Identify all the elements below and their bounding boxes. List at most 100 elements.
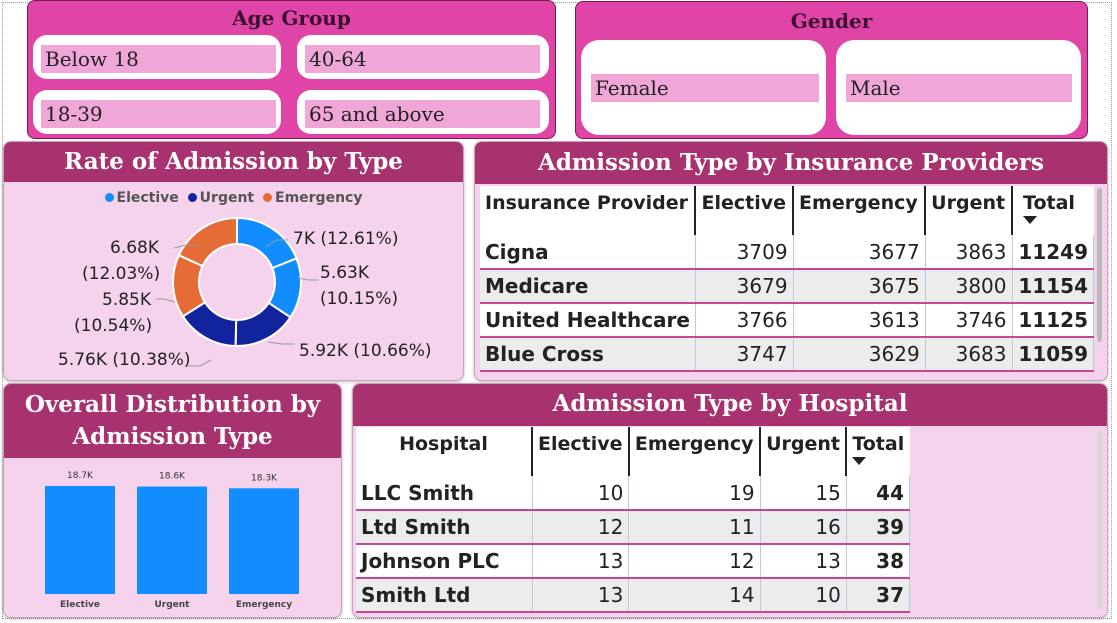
column-header-emergency[interactable]: Emergency xyxy=(628,427,762,476)
bar-category-label: Emergency xyxy=(236,600,292,610)
age-option-below-18[interactable]: Below 18 xyxy=(33,35,281,79)
gender-option-female[interactable]: Female xyxy=(581,40,826,135)
elective-value: 3747 xyxy=(695,337,794,372)
legend-item-elective[interactable]: Elective xyxy=(104,190,179,206)
column-header-hospital[interactable]: Hospital xyxy=(356,427,533,476)
column-header-elective[interactable]: Elective xyxy=(695,186,795,235)
overall-distribution-title-line2: Admission Type xyxy=(72,423,273,450)
gender-option-label: Female xyxy=(591,74,819,102)
emergency-value: 3613 xyxy=(793,303,926,338)
gender-slicer: Gender Female Male xyxy=(575,1,1088,139)
bar-data-label: 18.3K xyxy=(251,473,278,483)
emergency-value: 19 xyxy=(628,476,761,511)
donut-label: (12.03%) xyxy=(82,264,161,284)
column-header-urgent[interactable]: Urgent xyxy=(925,186,1014,235)
bar-data-label: 18.7K xyxy=(67,471,94,481)
urgent-value: 3683 xyxy=(925,337,1013,372)
legend-item-urgent[interactable]: Urgent xyxy=(187,190,255,206)
column-header-total[interactable]: Total xyxy=(846,427,909,476)
table-row[interactable]: Johnson PLC 13 12 13 38 xyxy=(356,544,911,579)
rate-of-admission-visual: Rate of Admission by Type Elective Urgen… xyxy=(3,141,464,381)
age-option-label: 40-64 xyxy=(305,45,540,73)
hospital-name: Johnson PLC xyxy=(356,544,533,579)
age-option-18-39[interactable]: 18-39 xyxy=(33,90,281,134)
total-value: 37 xyxy=(846,578,911,613)
elective-value: 3766 xyxy=(695,303,794,338)
urgent-value: 16 xyxy=(760,510,847,545)
bar-chart: 18.7K Elective 18.6K Urgent 18.3K Emergency xyxy=(45,471,299,610)
emergency-value: 12 xyxy=(628,544,761,579)
elective-value: 12 xyxy=(532,510,630,545)
hospital-name: Ltd Smith xyxy=(356,510,533,545)
total-value: 39 xyxy=(846,510,911,545)
table-row[interactable]: Ltd Smith 12 11 16 39 xyxy=(356,510,911,545)
gender-option-male[interactable]: Male xyxy=(836,40,1081,135)
sort-descending-icon[interactable] xyxy=(852,457,867,465)
column-header-urgent[interactable]: Urgent xyxy=(760,427,848,476)
hospital-name: Smith Ltd xyxy=(356,578,533,613)
gender-option-label: Male xyxy=(846,74,1072,102)
column-header-total[interactable]: Total xyxy=(1012,186,1093,235)
insurance-providers-title: Admission Type by Insurance Providers xyxy=(475,142,1107,184)
column-header-emergency[interactable]: Emergency xyxy=(793,186,927,235)
legend-label: Emergency xyxy=(275,190,363,206)
legend-label: Urgent xyxy=(199,190,255,206)
urgent-value: 3746 xyxy=(925,303,1013,338)
insurance-table-scrollbar[interactable] xyxy=(1097,188,1102,342)
bar-urgent[interactable] xyxy=(137,486,207,594)
age-option-40-64[interactable]: 40-64 xyxy=(297,35,549,79)
table-row[interactable]: Cigna 3709 3677 3863 11249 xyxy=(480,235,1095,270)
age-group-title: Age Group xyxy=(232,6,351,30)
hospital-visual: Admission Type by Hospital Hospital Elec… xyxy=(352,383,1108,618)
age-option-label: 65 and above xyxy=(305,100,540,128)
total-value: 38 xyxy=(846,544,911,579)
provider-name: United Healthcare xyxy=(480,303,696,338)
column-header-elective[interactable]: Elective xyxy=(532,427,630,476)
donut-label: 5.85K xyxy=(102,290,151,310)
donut-slice[interactable] xyxy=(236,216,298,270)
donut-label: (10.15%) xyxy=(320,289,399,309)
total-value: 11059 xyxy=(1012,337,1095,372)
hospital-table-scrollbar[interactable] xyxy=(1097,430,1102,610)
table-row[interactable]: LLC Smith 10 19 15 44 xyxy=(356,476,911,511)
legend-dot-icon xyxy=(263,193,272,202)
elective-value: 13 xyxy=(532,578,630,613)
urgent-value: 13 xyxy=(760,544,847,579)
overall-distribution-visual: Overall Distribution by Admission Type 1… xyxy=(3,383,342,618)
overall-distribution-title-line1: Overall Distribution by xyxy=(24,391,321,418)
bar-category-label: Elective xyxy=(60,600,100,610)
table-row[interactable]: Smith Ltd 13 14 10 37 xyxy=(356,578,911,613)
donut-slice[interactable] xyxy=(177,216,238,268)
table-row[interactable]: Medicare 3679 3675 3800 11154 xyxy=(480,269,1095,304)
insurance-table: Insurance Provider Elective Emergency Ur… xyxy=(480,186,1095,372)
emergency-value: 11 xyxy=(628,510,761,545)
rate-of-admission-title: Rate of Admission by Type xyxy=(4,142,463,182)
emergency-value: 14 xyxy=(628,578,761,613)
elective-value: 3709 xyxy=(695,235,794,270)
age-option-label: Below 18 xyxy=(41,45,276,73)
total-value: 11125 xyxy=(1012,303,1095,338)
donut-chart xyxy=(156,216,318,367)
legend-label: Elective xyxy=(116,190,179,206)
column-header-insurance-provider[interactable]: Insurance Provider xyxy=(480,186,697,235)
table-row[interactable]: United Healthcare 3766 3613 3746 11125 xyxy=(480,303,1095,338)
urgent-value: 15 xyxy=(760,476,847,511)
provider-name: Cigna xyxy=(480,235,696,270)
overall-distribution-title: Overall Distribution by Admission Type xyxy=(4,384,341,458)
age-group-slicer: Age Group Below 18 40-64 18-39 65 and ab… xyxy=(27,0,556,139)
total-value: 11154 xyxy=(1012,269,1095,304)
hospital-table: Hospital Elective Emergency Urgent Total… xyxy=(356,427,911,613)
bar-emergency[interactable] xyxy=(229,488,299,594)
age-option-65-above[interactable]: 65 and above xyxy=(297,90,549,134)
total-value: 11249 xyxy=(1012,235,1095,270)
elective-value: 3679 xyxy=(695,269,794,304)
table-row[interactable]: Blue Cross 3747 3629 3683 11059 xyxy=(480,337,1095,372)
legend-dot-icon xyxy=(104,193,114,202)
sort-descending-icon[interactable] xyxy=(1023,216,1038,224)
total-value: 44 xyxy=(846,476,911,511)
donut-legend: Elective Urgent Emergency xyxy=(4,190,463,206)
bar-category-label: Urgent xyxy=(154,600,190,610)
donut-label: 5.76K (10.38%) xyxy=(58,350,191,370)
bar-elective[interactable] xyxy=(45,486,115,594)
legend-item-emergency[interactable]: Emergency xyxy=(263,190,362,206)
